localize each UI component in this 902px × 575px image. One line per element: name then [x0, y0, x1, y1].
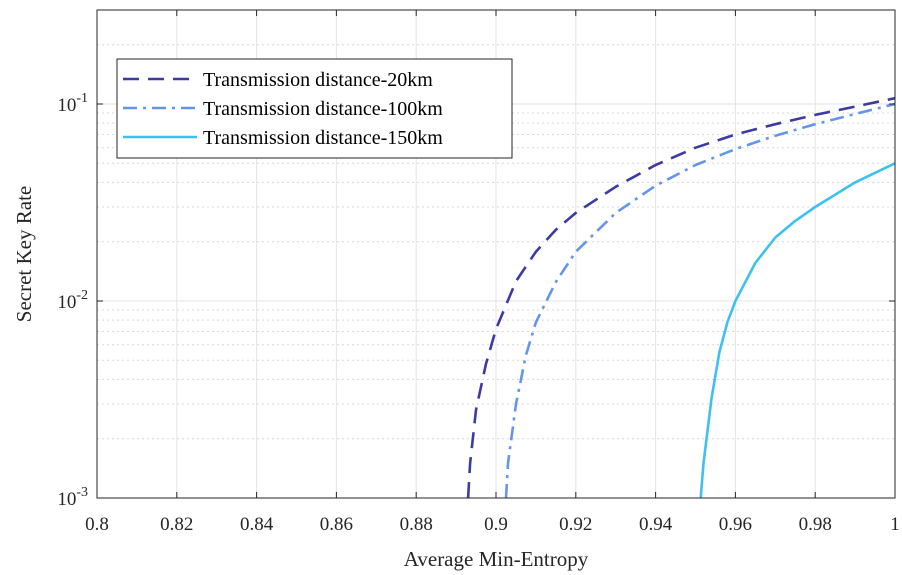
legend-label-2: Transmission distance-100km: [203, 98, 443, 120]
x-axis-label: Average Min-Entropy: [404, 547, 589, 571]
y-tick-label: 10-3: [57, 485, 88, 510]
legend-label-1: Transmission distance-20km: [203, 69, 433, 91]
x-tick-label: 0.86: [320, 514, 353, 535]
series-line-1: [466, 96, 896, 499]
series-layer: [466, 96, 896, 499]
x-tick-label: 0.8: [85, 514, 109, 535]
x-tick-label: 0.94: [639, 514, 673, 535]
series-line-3: [699, 162, 896, 499]
y-tick-label: 10-2: [57, 288, 88, 313]
y-axis-label: Secret Key Rate: [12, 186, 36, 322]
x-tick-label: 0.9: [484, 514, 508, 535]
x-tick-label: 0.84: [240, 514, 274, 535]
legend-label-3: Transmission distance-150km: [203, 127, 443, 149]
x-tick-label: 1: [890, 514, 900, 535]
y-tick-label: 10-1: [57, 91, 88, 116]
x-axis-ticks: 0.8 0.82 0.84 0.86 0.88 0.9 0.92 0.94 0.96 0.98 1: [85, 10, 900, 535]
legend: Transmission distance-20km Transmission d…: [116, 58, 513, 159]
y-axis-ticks: 10-3 10-2 10-1: [57, 91, 895, 510]
x-tick-label: 0.92: [559, 514, 592, 535]
x-tick-label: 0.96: [719, 514, 752, 535]
x-tick-label: 0.88: [400, 514, 433, 535]
x-tick-label: 0.82: [160, 514, 193, 535]
minor-grid: [97, 44, 895, 440]
x-tick-label: 0.98: [799, 514, 832, 535]
